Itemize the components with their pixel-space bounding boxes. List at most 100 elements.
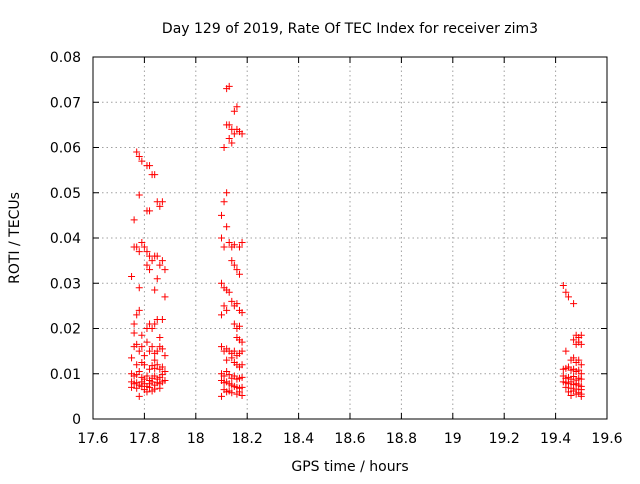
data-point [148, 343, 156, 351]
data-point [225, 371, 233, 379]
grid [93, 57, 607, 419]
data-point [143, 372, 151, 380]
data-point [133, 243, 141, 251]
data-point [577, 375, 585, 383]
data-point [161, 293, 169, 301]
data-point [156, 334, 164, 342]
data-point [230, 320, 238, 328]
x-axis-label: GPS time / hours [291, 459, 408, 475]
data-point [218, 211, 225, 219]
data-point [238, 309, 246, 317]
data-point [146, 383, 154, 391]
x-tick-label: 17.8 [129, 431, 160, 447]
data-point [138, 331, 146, 339]
data-point [156, 261, 164, 269]
data-point [151, 320, 159, 328]
data-point [135, 191, 143, 199]
data-point [225, 134, 233, 142]
data-point [564, 293, 572, 301]
data-point [133, 148, 141, 156]
data-point [220, 243, 228, 251]
data-point [238, 347, 246, 355]
data-point [158, 198, 166, 206]
data-point [158, 378, 166, 386]
data-point [223, 356, 231, 364]
data-point [567, 391, 575, 399]
data-point [135, 153, 143, 161]
chart-title: Day 129 of 2019, Rate Of TEC Index for r… [162, 21, 538, 37]
x-tick-label: 19.2 [489, 431, 520, 447]
data-point [158, 257, 166, 265]
x-tick-label: 18.2 [232, 431, 263, 447]
data-point [143, 338, 151, 346]
data-point [146, 365, 154, 373]
data-point [559, 282, 567, 290]
data-point [238, 361, 246, 369]
data-point [153, 361, 161, 369]
data-point [148, 387, 156, 395]
data-point [238, 130, 246, 138]
data-point [161, 352, 169, 360]
y-tick-labels: 0 0.01 0.02 0.03 0.04 0.05 0.06 0.07 0.08 [50, 50, 81, 428]
data-point [218, 311, 225, 319]
data-point [233, 103, 241, 111]
data-point [228, 139, 236, 147]
x-tick-label: 19 [444, 431, 462, 447]
data-point [146, 162, 154, 170]
data-point [235, 388, 243, 396]
x-tick-labels: 17.6 17.8 18 18.2 18.4 18.6 18.8 19 19.2 19.4 19.6 [77, 431, 622, 447]
data-point [218, 234, 225, 242]
data-point [135, 306, 143, 314]
data-point [151, 364, 159, 372]
data-point [572, 390, 580, 398]
data-point [143, 261, 151, 269]
data-point [238, 391, 246, 399]
data-point [570, 300, 578, 308]
y-tick-label: 0.01 [50, 367, 81, 383]
data-point [230, 130, 238, 138]
data-point [138, 343, 146, 351]
data-point [153, 347, 161, 355]
data-point [577, 331, 585, 339]
data-point [133, 311, 141, 319]
data-point [230, 261, 238, 269]
data-point [140, 243, 148, 251]
data-point [128, 272, 136, 280]
data-point [225, 239, 233, 247]
data-point [143, 248, 151, 256]
data-point [146, 266, 154, 274]
data-point [130, 320, 138, 328]
y-tick-label: 0.02 [50, 322, 81, 338]
y-tick-label: 0.06 [50, 141, 81, 157]
data-point [161, 266, 169, 274]
data-point [564, 388, 572, 396]
data-point [133, 384, 141, 392]
data-point [218, 343, 225, 351]
data-point [128, 383, 136, 391]
data-points [128, 82, 585, 400]
data-point [138, 239, 146, 247]
data-point [158, 363, 166, 371]
data-point [233, 300, 241, 308]
data-point [135, 367, 143, 375]
y-tick-label: 0.03 [50, 276, 81, 292]
data-point [153, 275, 161, 283]
data-point [143, 388, 151, 396]
x-tick-label: 19.4 [540, 431, 571, 447]
data-point [238, 338, 246, 346]
data-point [577, 392, 585, 400]
data-point [156, 384, 164, 392]
data-point [220, 302, 228, 310]
data-point [130, 329, 138, 337]
data-point [570, 372, 578, 380]
data-point [225, 288, 233, 296]
data-point [133, 361, 141, 369]
data-point [562, 383, 570, 391]
data-point [223, 189, 231, 197]
data-point [220, 386, 228, 394]
x-tick-label: 18 [187, 431, 205, 447]
data-point [135, 284, 143, 292]
data-point [238, 373, 246, 381]
